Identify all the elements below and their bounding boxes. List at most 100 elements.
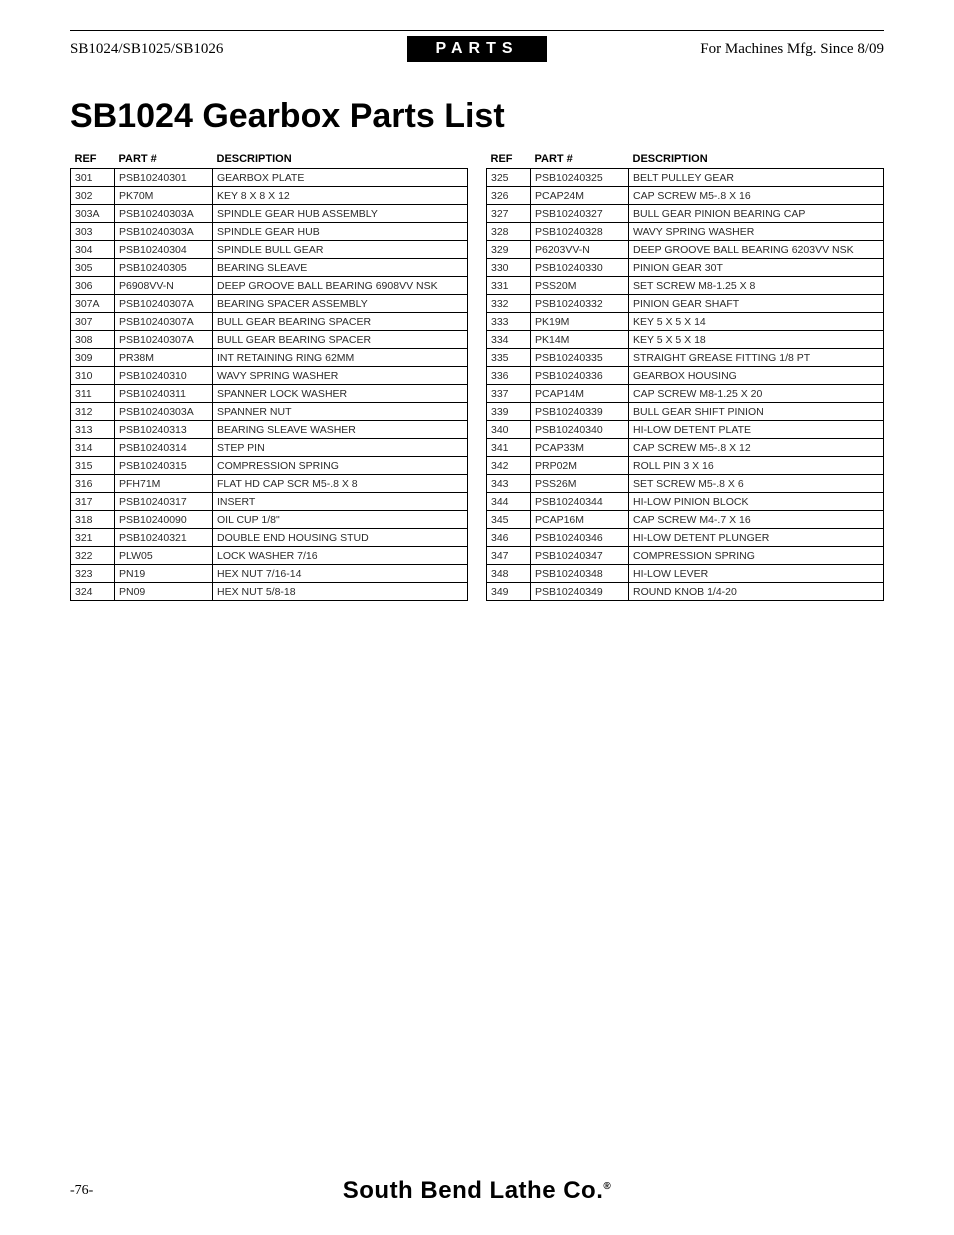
cell-ref: 317 [71,493,115,511]
table-row: 339PSB10240339BULL GEAR SHIFT PINION [487,403,884,421]
cell-ref: 327 [487,205,531,223]
cell-desc: SPINDLE GEAR HUB ASSEMBLY [213,205,468,223]
cell-ref: 348 [487,565,531,583]
cell-part: PSB10240332 [531,295,629,313]
cell-desc: KEY 5 X 5 X 14 [629,313,884,331]
cell-ref: 312 [71,403,115,421]
cell-part: PSB10240321 [115,529,213,547]
cell-part: PLW05 [115,547,213,565]
cell-part: PSB10240307A [115,331,213,349]
cell-part: PN09 [115,583,213,601]
page-number: -76- [70,1183,93,1199]
header-left: SB1024/SB1025/SB1026 [70,41,407,58]
cell-ref: 308 [71,331,115,349]
header-center-badge: PARTS [407,36,546,62]
cell-ref: 349 [487,583,531,601]
cell-ref: 304 [71,241,115,259]
cell-ref: 309 [71,349,115,367]
cell-desc: STEP PIN [213,439,468,457]
cell-part: PSB10240317 [115,493,213,511]
cell-desc: BULL GEAR BEARING SPACER [213,313,468,331]
cell-part: PR38M [115,349,213,367]
cell-ref: 339 [487,403,531,421]
cell-desc: SPANNER NUT [213,403,468,421]
cell-part: PSB10240347 [531,547,629,565]
top-rule [70,30,884,31]
table-row: 342PRP02MROLL PIN 3 X 16 [487,457,884,475]
cell-part: PSB10240307A [115,313,213,331]
cell-ref: 340 [487,421,531,439]
cell-desc: CAP SCREW M4-.7 X 16 [629,511,884,529]
cell-ref: 302 [71,187,115,205]
col-part: PART # [115,150,213,169]
cell-desc: SPINDLE GEAR HUB [213,223,468,241]
cell-part: PSB10240325 [531,169,629,187]
cell-part: PSB10240313 [115,421,213,439]
table-header-row: REF PART # DESCRIPTION [71,150,468,169]
cell-desc: WAVY SPRING WASHER [629,223,884,241]
cell-desc: BULL GEAR PINION BEARING CAP [629,205,884,223]
table-row: 308PSB10240307ABULL GEAR BEARING SPACER [71,331,468,349]
table-row: 332PSB10240332PINION GEAR SHAFT [487,295,884,313]
cell-part: PSB10240315 [115,457,213,475]
cell-ref: 321 [71,529,115,547]
table-row: 313PSB10240313BEARING SLEAVE WASHER [71,421,468,439]
cell-part: PSB10240340 [531,421,629,439]
cell-part: PSB10240346 [531,529,629,547]
cell-part: PSS26M [531,475,629,493]
table-row: 340PSB10240340HI-LOW DETENT PLATE [487,421,884,439]
cell-part: PSB10240310 [115,367,213,385]
cell-part: PFH71M [115,475,213,493]
page-header: SB1024/SB1025/SB1026 PARTS For Machines … [70,37,884,61]
cell-part: PSB10240303A [115,205,213,223]
cell-part: PSB10240349 [531,583,629,601]
cell-desc: CAP SCREW M5-.8 X 12 [629,439,884,457]
table-row: 323PN19HEX NUT 7/16-14 [71,565,468,583]
cell-desc: INSERT [213,493,468,511]
cell-part: PRP02M [531,457,629,475]
parts-table-left: REF PART # DESCRIPTION 301PSB10240301GEA… [70,150,468,601]
cell-ref: 326 [487,187,531,205]
header-right: For Machines Mfg. Since 8/09 [547,41,884,58]
cell-desc: PINION GEAR SHAFT [629,295,884,313]
cell-desc: BULL GEAR BEARING SPACER [213,331,468,349]
cell-part: PSB10240327 [531,205,629,223]
cell-desc: PINION GEAR 30T [629,259,884,277]
table-row: 315PSB10240315COMPRESSION SPRING [71,457,468,475]
table-row: 305PSB10240305BEARING SLEAVE [71,259,468,277]
cell-desc: SET SCREW M5-.8 X 6 [629,475,884,493]
cell-ref: 330 [487,259,531,277]
table-row: 314PSB10240314STEP PIN [71,439,468,457]
table-row: 349PSB10240349ROUND KNOB 1/4-20 [487,583,884,601]
cell-part: P6203VV-N [531,241,629,259]
cell-part: PK19M [531,313,629,331]
table-header-row: REF PART # DESCRIPTION [487,150,884,169]
cell-part: P6908VV-N [115,277,213,295]
cell-ref: 331 [487,277,531,295]
cell-desc: OIL CUP 1/8" [213,511,468,529]
table-row: 324PN09HEX NUT 5/8-18 [71,583,468,601]
cell-desc: DOUBLE END HOUSING STUD [213,529,468,547]
cell-ref: 334 [487,331,531,349]
parts-table-right: REF PART # DESCRIPTION 325PSB10240325BEL… [486,150,884,601]
cell-desc: WAVY SPRING WASHER [213,367,468,385]
cell-ref: 307 [71,313,115,331]
cell-desc: HI-LOW LEVER [629,565,884,583]
table-row: 343PSS26MSET SCREW M5-.8 X 6 [487,475,884,493]
table-row: 335PSB10240335STRAIGHT GREASE FITTING 1/… [487,349,884,367]
col-desc: DESCRIPTION [629,150,884,169]
cell-desc: COMPRESSION SPRING [213,457,468,475]
col-ref: REF [71,150,115,169]
cell-desc: COMPRESSION SPRING [629,547,884,565]
cell-part: PSB10240307A [115,295,213,313]
cell-desc: SPINDLE BULL GEAR [213,241,468,259]
cell-part: PSB10240344 [531,493,629,511]
cell-part: PK70M [115,187,213,205]
brand-name: South Bend Lathe Co.® [343,1177,612,1205]
col-part: PART # [531,150,629,169]
cell-desc: BEARING SLEAVE [213,259,468,277]
cell-desc: HI-LOW DETENT PLATE [629,421,884,439]
cell-part: PSB10240304 [115,241,213,259]
table-row: 310PSB10240310WAVY SPRING WASHER [71,367,468,385]
cell-ref: 315 [71,457,115,475]
